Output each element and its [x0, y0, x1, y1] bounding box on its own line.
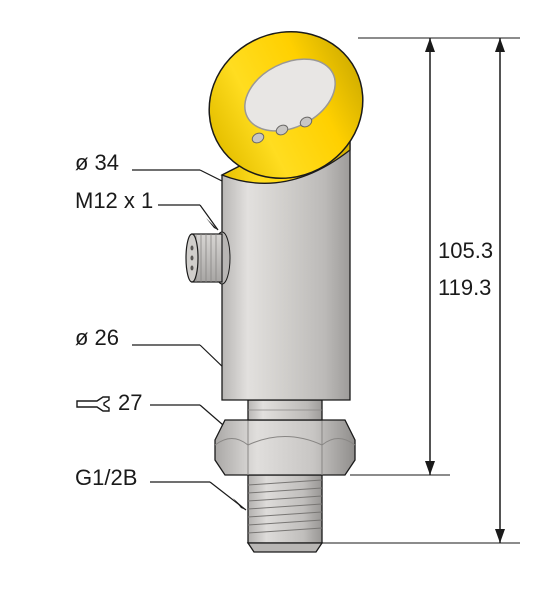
diameter-26-label: ø 26 — [75, 325, 119, 351]
connector-thread-label: M12 x 1 — [75, 188, 153, 214]
height-outer-label: 119.3 — [438, 275, 491, 301]
wrench-size-label: 27 — [118, 390, 142, 416]
height-inner-label: 105.3 — [438, 238, 493, 264]
diagram-canvas: ø 34 M12 x 1 ø 26 27 G1/2B 105.3 119.3 — [0, 0, 549, 590]
wrench-icon — [75, 395, 111, 413]
diameter-34-label: ø 34 — [75, 150, 119, 176]
thread-g-label: G1/2B — [75, 465, 137, 491]
